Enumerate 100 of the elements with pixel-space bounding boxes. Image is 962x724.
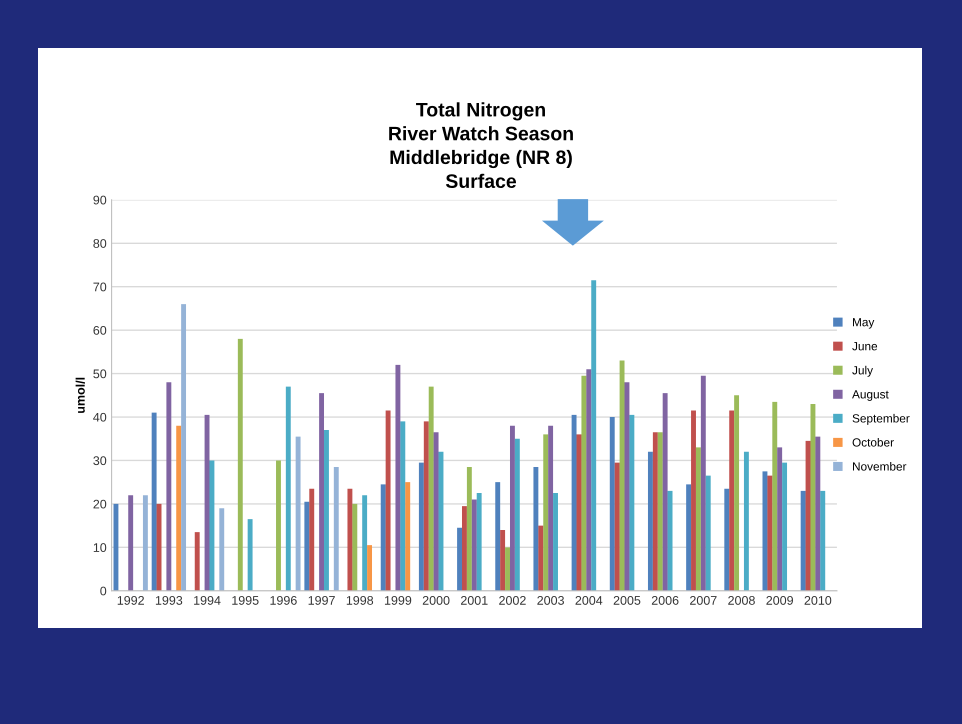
- bar: [276, 460, 281, 591]
- bar: [820, 490, 826, 591]
- bar: [248, 519, 253, 591]
- bar: [576, 434, 582, 591]
- bar: [142, 495, 148, 591]
- bar: [538, 526, 544, 591]
- bar: [686, 484, 692, 591]
- bar: [614, 462, 620, 591]
- bar: [204, 414, 210, 591]
- bar: [352, 504, 358, 591]
- x-tick-label: 2000: [422, 596, 450, 605]
- bar: [434, 432, 439, 591]
- x-tick-label: 2006: [652, 596, 679, 605]
- bar: [800, 490, 806, 591]
- bar: [395, 364, 400, 591]
- bar: [424, 421, 429, 591]
- bar: [806, 440, 810, 591]
- bar: [176, 426, 182, 591]
- bar: [620, 360, 625, 591]
- bar: [734, 395, 740, 591]
- x-tick-label: 1993: [156, 596, 182, 605]
- bar: [219, 508, 224, 591]
- bar: [533, 466, 538, 591]
- x-tick-label: 2008: [728, 596, 755, 605]
- x-tick-label: 2007: [690, 596, 717, 605]
- bar: [548, 426, 554, 591]
- legend-label: November: [853, 462, 906, 471]
- bar: [457, 528, 462, 591]
- bar: [472, 500, 477, 591]
- bar: [156, 504, 162, 591]
- bar: [767, 476, 772, 591]
- y-tick-label: 20: [93, 500, 106, 509]
- legend-label: August: [852, 390, 889, 401]
- bar: [286, 386, 291, 591]
- x-tick-label: 2003: [537, 596, 564, 605]
- bar: [347, 488, 352, 591]
- bar: [691, 410, 696, 591]
- legend-label: September: [852, 414, 910, 425]
- legend-label: October: [852, 438, 894, 447]
- bar: [466, 466, 472, 591]
- bar: [591, 280, 596, 591]
- bar: [438, 452, 444, 591]
- bar: [696, 447, 701, 591]
- bar: [648, 452, 653, 591]
- bar: [581, 376, 586, 591]
- y-tick-label: 60: [93, 326, 106, 335]
- bar: [334, 466, 339, 591]
- bar: [777, 447, 782, 591]
- bar: [367, 545, 372, 591]
- bar: [428, 386, 434, 591]
- y-tick-label: 10: [94, 543, 106, 552]
- bar: [810, 404, 816, 591]
- bar: [114, 504, 118, 591]
- bar: [128, 495, 134, 591]
- y-tick-label: 90: [93, 196, 106, 204]
- bar: [194, 532, 200, 591]
- bar: [652, 432, 658, 591]
- bar: [553, 493, 558, 591]
- y-tick-label: 70: [93, 282, 106, 292]
- x-tick-label: 2005: [614, 596, 640, 605]
- legend-label: July: [852, 366, 874, 377]
- x-tick-label: 1999: [384, 596, 412, 605]
- bar: [166, 382, 172, 591]
- bar: [624, 382, 630, 591]
- y-tick-label: 50: [93, 369, 106, 378]
- y-axis-title: umol/l: [76, 378, 85, 413]
- x-tick-label: 1992: [118, 596, 144, 605]
- bar: [418, 462, 424, 591]
- bar: [514, 438, 520, 591]
- x-tick-label: 1997: [308, 596, 335, 605]
- x-tick-label: 2002: [499, 596, 526, 605]
- legend-label: May: [853, 318, 874, 329]
- bar: [772, 402, 778, 591]
- bar: [400, 421, 406, 591]
- bar: [782, 462, 788, 591]
- x-tick-label: 1994: [194, 596, 221, 605]
- bar: [405, 482, 410, 591]
- bar: [505, 547, 510, 591]
- x-tick-label: 1996: [270, 596, 297, 605]
- bar: [181, 304, 186, 591]
- x-tick-label: 2010: [804, 596, 832, 605]
- bar: [762, 471, 768, 591]
- bar: [495, 482, 500, 591]
- x-tick-label: 2009: [766, 596, 793, 605]
- bar: [629, 414, 634, 591]
- bar: [500, 530, 506, 591]
- bar: [662, 393, 668, 591]
- legend-label: June: [852, 342, 878, 350]
- bar: [362, 495, 368, 591]
- bar: [700, 376, 706, 591]
- bar: [462, 506, 467, 591]
- bar: [543, 434, 548, 591]
- bar: [815, 436, 820, 591]
- bar: [296, 436, 301, 591]
- bar: [319, 393, 324, 591]
- bar: [476, 493, 482, 591]
- bar: [386, 410, 391, 591]
- bar: [729, 410, 734, 591]
- x-tick-label: 2001: [460, 596, 488, 605]
- bar: [586, 369, 592, 591]
